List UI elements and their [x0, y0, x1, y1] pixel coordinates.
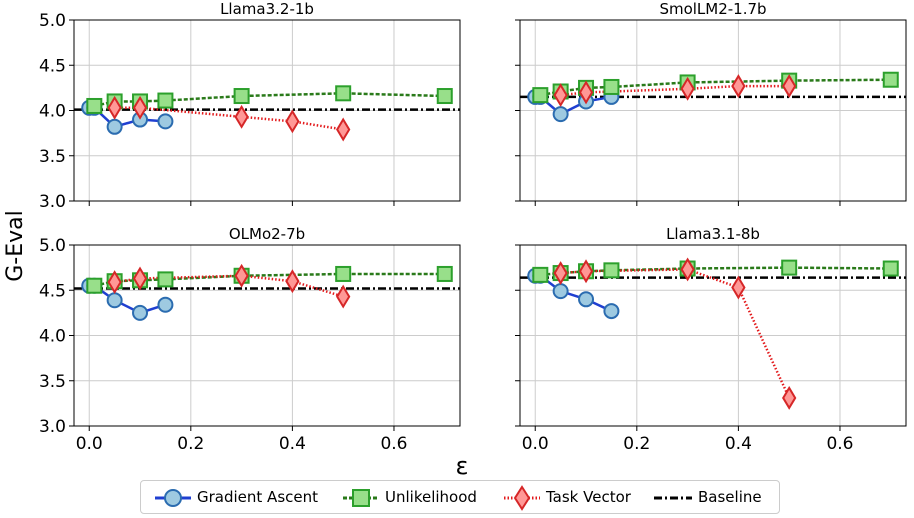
task-vector-point — [107, 270, 122, 295]
task-vector-point — [285, 269, 300, 294]
x-axis-label: ε — [456, 452, 469, 478]
plot-frame — [519, 19, 907, 202]
plot-area — [74, 263, 460, 321]
x-tick-label: 0.6 — [380, 434, 407, 454]
figure-canvas: G-Eval ε 3.0 3.5 4.0 4.5 5.0 Llama3.2-1b SmolL… — [3, 0, 907, 478]
gradient-ascent-point — [132, 304, 149, 321]
y-tick-label: 5.0 — [39, 236, 66, 256]
task-vector-point — [731, 275, 746, 300]
legend-label-gradient-ascent: Gradient Ascent — [197, 488, 318, 506]
unlikelihood-point — [603, 262, 620, 279]
subplot-title: SmolLM2-1.7b — [659, 0, 766, 18]
square-marker-icon — [352, 489, 370, 507]
subplot-3: 0.0 0.2 0.4 0.6 3.0 3.5 4.0 4.5 5.0 OLMo2-7b — [39, 225, 461, 454]
legend-label-unlikelihood: Unlikelihood — [385, 488, 477, 506]
subplot-1: 3.0 3.5 4.0 4.5 5.0 Llama3.2-1b — [39, 0, 461, 212]
unlikelihood-point — [86, 277, 103, 294]
plot-frame — [73, 19, 461, 202]
y-axis-label: G-Eval — [3, 210, 28, 282]
unlikelihood-point — [532, 266, 549, 283]
plot-area — [520, 71, 906, 123]
task-vector-point — [578, 259, 594, 284]
x-tick-label: 0.2 — [177, 434, 204, 454]
unlikelihood-point — [157, 92, 174, 109]
unlikelihood-point — [882, 71, 899, 88]
plot-area — [74, 85, 460, 142]
plot-frame — [519, 244, 907, 427]
legend-markers — [155, 485, 692, 511]
task-vector-point — [782, 74, 797, 99]
task-vector-point — [336, 117, 351, 142]
unlikelihood-point — [781, 259, 798, 276]
unlikelihood-point — [335, 85, 352, 102]
subplot-title: Llama3.1-8b — [666, 225, 760, 243]
legend-label-task-vector: Task Vector — [546, 488, 631, 506]
task-vector-point — [107, 95, 122, 120]
plot-area — [520, 257, 906, 410]
circle-marker-icon — [164, 489, 182, 507]
task-vector-point — [132, 266, 148, 291]
x-tick-label: 0.4 — [725, 434, 752, 454]
unlikelihood-point — [335, 265, 352, 282]
task-vector-point — [680, 257, 695, 282]
gradient-ascent-point — [603, 303, 620, 320]
legend: Gradient Ascent Unlikelihood Task Vector… — [140, 480, 780, 514]
unlikelihood-point — [436, 88, 453, 105]
y-tick-label: 4.5 — [39, 281, 66, 301]
y-tick-label: 3.5 — [39, 147, 66, 167]
task-vector-point — [132, 95, 148, 120]
y-tick-label: 3.0 — [39, 417, 66, 437]
task-vector-line — [560, 268, 791, 399]
subplot-4: 0.0 0.2 0.4 0.6 Llama3.1-8b — [515, 225, 907, 454]
gradient-ascent-point — [157, 113, 174, 130]
x-tick-label: 0.4 — [279, 434, 306, 454]
gradient-ascent-point — [157, 296, 174, 313]
task-vector-point — [680, 76, 695, 101]
task-vector-point — [553, 83, 568, 108]
subplot-title: Llama3.2-1b — [220, 0, 314, 18]
legend-label-baseline: Baseline — [698, 488, 762, 506]
unlikelihood-point — [157, 271, 174, 288]
y-tick-label: 3.0 — [39, 192, 66, 212]
y-tick-label: 4.0 — [39, 102, 66, 122]
diamond-marker-icon — [513, 485, 531, 511]
x-tick-label: 0.0 — [76, 434, 103, 454]
y-tick-label: 5.0 — [39, 11, 66, 31]
task-vector-point — [782, 386, 797, 410]
task-vector-point — [285, 109, 300, 134]
unlikelihood-point — [882, 260, 899, 277]
task-vector-line — [114, 106, 344, 131]
task-vector-point — [234, 263, 249, 288]
gradient-ascent-point — [552, 283, 569, 300]
gradient-ascent-point — [578, 291, 595, 308]
unlikelihood-point — [603, 78, 620, 95]
plot-frame — [73, 244, 461, 427]
task-vector-point — [731, 74, 746, 99]
unlikelihood-point — [532, 87, 549, 104]
task-vector-point — [234, 104, 249, 129]
unlikelihood-point — [436, 265, 453, 282]
x-tick-label: 0.0 — [522, 434, 549, 454]
gradient-ascent-point — [106, 118, 123, 135]
unlikelihood-point — [233, 88, 250, 105]
y-tick-label: 3.5 — [39, 372, 66, 392]
y-tick-label: 4.0 — [39, 327, 66, 347]
task-vector-point — [578, 80, 594, 105]
x-tick-label: 0.2 — [623, 434, 650, 454]
x-tick-label: 0.6 — [826, 434, 853, 454]
gradient-ascent-point — [552, 106, 569, 123]
task-vector-point — [336, 284, 351, 309]
y-tick-label: 4.5 — [39, 56, 66, 76]
gradient-ascent-point — [106, 292, 123, 309]
subplot-title: OLMo2-7b — [229, 225, 305, 243]
unlikelihood-point — [86, 97, 103, 114]
task-vector-point — [553, 261, 568, 285]
subplot-2: SmolLM2-1.7b — [515, 0, 907, 206]
